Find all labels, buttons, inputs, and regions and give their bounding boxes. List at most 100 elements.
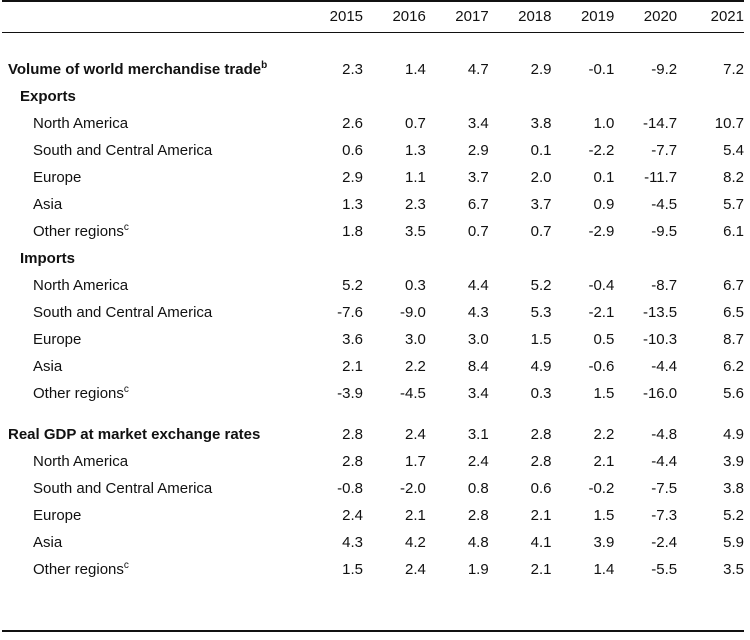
value-cell: -0.4 <box>588 277 615 294</box>
value-cell: 1.8 <box>342 223 364 240</box>
value-cell: -9.5 <box>651 223 678 240</box>
value-cell: -10.3 <box>642 331 678 348</box>
row-label-text: Asia <box>33 358 63 375</box>
row-label: South and Central America <box>2 299 304 326</box>
exports-heading-row: Exports <box>2 83 744 110</box>
value-cell: 3.7 <box>530 196 552 213</box>
value-cell: 3.5 <box>723 561 744 578</box>
footnote-marker: b <box>261 60 268 71</box>
value-cell: 3.4 <box>467 115 489 132</box>
row-label: North America <box>2 448 304 475</box>
value-cell: 1.4 <box>404 61 426 78</box>
row-label: North America <box>2 110 304 137</box>
row-label: North America <box>2 272 304 299</box>
value-cell: 5.2 <box>342 277 364 294</box>
gdp-region-row: Asia 4.3 4.2 4.8 4.1 3.9 -2.4 5.9 <box>2 529 744 556</box>
row-label-text: Asia <box>33 534 63 551</box>
value-cell: 6.5 <box>723 304 744 321</box>
value-cell: -0.2 <box>588 480 615 497</box>
trade-gdp-table: 2015 2016 2017 2018 2019 2020 2021 Volum… <box>2 0 744 583</box>
value-cell: 0.6 <box>530 480 552 497</box>
value-cell: 0.1 <box>530 142 552 159</box>
value-cell <box>367 83 430 110</box>
imports-row: South and Central America -7.6 -9.0 4.3 5.3 -… <box>2 299 744 326</box>
row-label: Europe <box>2 164 304 191</box>
value-cell: 7.2 <box>723 61 744 78</box>
value-cell: -7.3 <box>651 507 678 524</box>
row-label-text: Europe <box>33 507 82 524</box>
spacer-row <box>2 34 744 56</box>
value-cell: 5.3 <box>530 304 552 321</box>
row-label: Europe <box>2 326 304 353</box>
row-label: Other regionsc <box>2 556 304 583</box>
value-cell: 2.8 <box>530 453 552 470</box>
gdp-region-row: Other regionsc 1.5 2.4 1.9 2.1 1.4 -5.5 3.5 <box>2 556 744 583</box>
value-cell: 4.9 <box>530 358 552 375</box>
value-cell: 1.0 <box>593 115 615 132</box>
value-cell: 4.8 <box>467 534 489 551</box>
value-cell: 2.3 <box>342 61 364 78</box>
value-cell: 3.8 <box>530 115 552 132</box>
value-cell: 8.7 <box>723 331 744 348</box>
year-header: 2017 <box>455 8 489 25</box>
value-cell: 2.9 <box>467 142 489 159</box>
value-cell: 2.1 <box>530 507 552 524</box>
table-body: 2015 2016 2017 2018 2019 2020 2021 Volum… <box>2 0 744 583</box>
row-label-text: South and Central America <box>33 480 213 497</box>
value-cell: 2.2 <box>404 358 426 375</box>
header-spacer <box>2 0 304 34</box>
value-cell: -4.4 <box>651 453 678 470</box>
value-cell: 3.9 <box>593 534 615 551</box>
row-label: South and Central America <box>2 475 304 502</box>
value-cell: 0.3 <box>404 277 426 294</box>
row-label-text: Asia <box>33 196 63 213</box>
value-cell: 0.7 <box>467 223 489 240</box>
row-label: Real GDP at market exchange rates <box>2 421 304 448</box>
table-top-rule <box>2 0 744 2</box>
value-cell: 2.8 <box>467 507 489 524</box>
value-cell: -13.5 <box>642 304 678 321</box>
row-label: Asia <box>2 353 304 380</box>
table-bottom-rule <box>2 630 744 632</box>
row-label: South and Central America <box>2 137 304 164</box>
row-label: Imports <box>2 245 304 272</box>
value-cell: -14.7 <box>642 115 678 132</box>
value-cell: 4.1 <box>530 534 552 551</box>
value-cell: -8.7 <box>651 277 678 294</box>
value-cell: 3.9 <box>723 453 744 470</box>
exports-row: Asia 1.3 2.3 6.7 3.7 0.9 -4.5 5.7 <box>2 191 744 218</box>
value-cell: -2.1 <box>588 304 615 321</box>
value-cell: 1.5 <box>593 507 615 524</box>
value-cell: -2.2 <box>588 142 615 159</box>
value-cell: 2.1 <box>404 507 426 524</box>
imports-row: Asia 2.1 2.2 8.4 4.9 -0.6 -4.4 6.2 <box>2 353 744 380</box>
row-label: Other regionsc <box>2 218 304 245</box>
value-cell: 5.2 <box>530 277 552 294</box>
value-cell <box>681 83 744 110</box>
value-cell: -2.4 <box>651 534 678 551</box>
value-cell <box>304 83 367 110</box>
row-label-text: North America <box>33 115 129 132</box>
row-label-text: Europe <box>33 331 82 348</box>
value-cell: 5.4 <box>723 142 744 159</box>
gdp-row: Real GDP at market exchange rates 2.8 2.4 3… <box>2 421 744 448</box>
value-cell: -4.5 <box>651 196 678 213</box>
value-cell: 1.3 <box>404 142 426 159</box>
value-cell: 3.8 <box>723 480 744 497</box>
value-cell: 2.6 <box>342 115 364 132</box>
value-cell: -2.9 <box>588 223 615 240</box>
row-label-text: North America <box>33 277 129 294</box>
value-cell: 1.5 <box>593 385 615 402</box>
value-cell: -9.2 <box>651 61 678 78</box>
year-header: 2018 <box>518 8 552 25</box>
value-cell <box>556 83 619 110</box>
value-cell: 5.2 <box>723 507 744 524</box>
value-cell: -7.6 <box>337 304 364 321</box>
value-cell: 5.6 <box>723 385 744 402</box>
value-cell: 0.3 <box>530 385 552 402</box>
value-cell: 4.9 <box>723 426 744 443</box>
exports-row: North America 2.6 0.7 3.4 3.8 1.0 -14.7 10.7 <box>2 110 744 137</box>
footnote-marker: c <box>123 560 129 571</box>
value-cell: 0.5 <box>593 331 615 348</box>
value-cell: 2.9 <box>342 169 364 186</box>
